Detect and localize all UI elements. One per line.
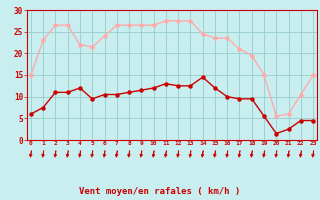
Text: Vent moyen/en rafales ( km/h ): Vent moyen/en rafales ( km/h ) [79, 187, 241, 196]
